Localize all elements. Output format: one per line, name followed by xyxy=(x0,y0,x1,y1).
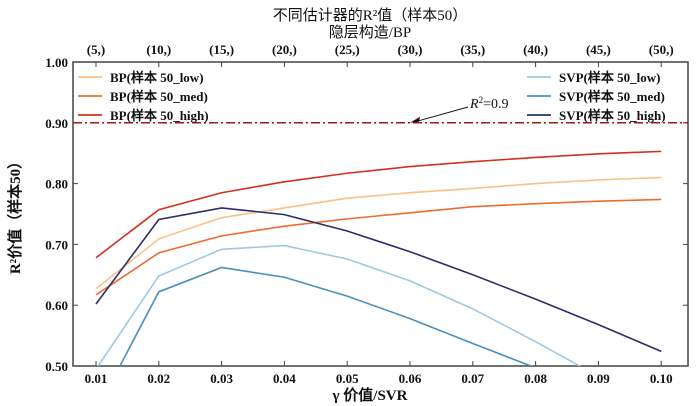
y-tick-label: 0.90 xyxy=(45,116,68,131)
x-tick-label: 0.01 xyxy=(85,371,108,386)
legend-label: SVP(样本 50_low) xyxy=(559,70,660,85)
top-tick-label: (15,) xyxy=(209,42,234,57)
top-tick-label: (35,) xyxy=(460,42,485,57)
x-tick-label: 0.10 xyxy=(650,371,673,386)
x-tick-label: 0.03 xyxy=(210,371,233,386)
series-line-2 xyxy=(95,150,662,259)
annotation-sup: 2 xyxy=(479,95,484,105)
top-tick-label: (30,) xyxy=(398,42,423,57)
annotation-label: R2=0.9 xyxy=(469,95,508,112)
top-tick-label: (10,) xyxy=(146,42,171,57)
top-tick-label: (50,) xyxy=(649,42,674,57)
y-tick-label: 0.60 xyxy=(45,298,68,313)
x-tick-label: 0.08 xyxy=(524,371,547,386)
annotation-r: R xyxy=(469,97,479,112)
arrow-head-icon xyxy=(410,116,420,123)
y-axis-label: R²价值（样本50） xyxy=(6,154,24,274)
top-tick-label: (5,) xyxy=(87,42,105,57)
y-tick-label: 0.50 xyxy=(45,359,68,374)
series-line-0 xyxy=(95,176,662,290)
series-line-3 xyxy=(97,244,582,366)
legend-label: SVP(样本 50_high) xyxy=(559,108,666,123)
legend-label: BP(样本 50_high) xyxy=(110,108,209,123)
plot-frame xyxy=(72,61,689,367)
y-tick-label: 1.00 xyxy=(45,55,68,70)
top-tick-label: (40,) xyxy=(523,42,548,57)
legend-label: BP(样本 50_med) xyxy=(110,89,208,104)
annotation-arrow xyxy=(414,106,469,123)
x-axis-label: γ 价值/SVR xyxy=(332,386,408,404)
series-line-1 xyxy=(95,198,662,296)
x-tick-label: 0.04 xyxy=(273,371,296,386)
y-tick-label: 0.80 xyxy=(45,177,68,192)
x-tick-label: 0.09 xyxy=(587,371,610,386)
top-tick-label: (45,) xyxy=(586,42,611,57)
top-tick-label: (25,) xyxy=(335,42,360,57)
top-axis-label: 隐层构造/BP xyxy=(329,24,412,41)
legend-label: SVP(样本 50_med) xyxy=(559,89,665,104)
x-tick-label: 0.06 xyxy=(399,371,422,386)
top-tick-label: (20,) xyxy=(272,42,297,57)
chart-title: 不同估计器的R²值（样本50） xyxy=(273,7,468,24)
x-tick-label: 0.05 xyxy=(336,371,359,386)
x-tick-label: 0.02 xyxy=(147,371,170,386)
legend-label: BP(样本 50_low) xyxy=(110,70,204,85)
annotation-value: =0.9 xyxy=(483,97,508,112)
y-tick-label: 0.70 xyxy=(45,237,68,252)
series-line-5 xyxy=(95,207,662,353)
series-line-4 xyxy=(119,266,534,366)
x-tick-label: 0.07 xyxy=(461,371,484,386)
